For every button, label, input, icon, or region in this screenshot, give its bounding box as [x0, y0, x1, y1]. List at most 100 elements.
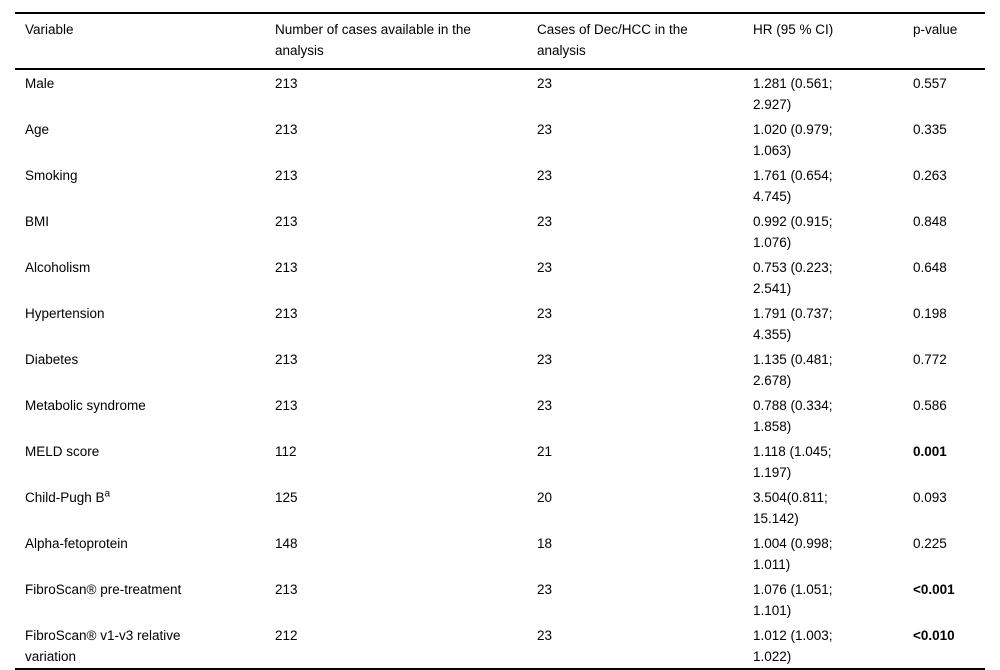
table-row: FibroScan® pre-treatment 213 23 1.076 (1…: [15, 576, 985, 622]
variable-label: Age: [25, 122, 50, 137]
header-row: Variable Number of cases available in th…: [15, 13, 985, 70]
p-value: 0.335: [913, 122, 947, 137]
hr-cell: 1.004 (0.998; 1.011): [743, 530, 903, 576]
n-cases-value: 213: [275, 168, 298, 183]
hr-ci-value: 1.135 (0.481; 2.678): [753, 352, 833, 388]
column-header-hr-ci: HR (95 % CI): [743, 13, 903, 70]
dec-hcc-cell: 23: [527, 300, 743, 346]
hr-ci-value: 1.791 (0.737; 4.355): [753, 306, 833, 342]
n-cases-value: 213: [275, 352, 298, 367]
hr-cell: 0.788 (0.334; 1.858): [743, 392, 903, 438]
n-cases-value: 212: [275, 628, 298, 643]
n-cases-cell: 213: [265, 116, 527, 162]
variable-label: Metabolic syndrome: [25, 398, 146, 413]
hr-ci-value: 1.004 (0.998; 1.011): [753, 536, 833, 572]
dec-hcc-value: 18: [537, 536, 553, 551]
variable-cell: FibroScan® pre-treatment: [15, 576, 265, 622]
p-value: 0.557: [913, 76, 947, 91]
dec-hcc-cell: 23: [527, 116, 743, 162]
p-value: 0.225: [913, 536, 947, 551]
variable-label: FibroScan® pre-treatment: [25, 582, 182, 597]
hr-cell: 1.135 (0.481; 2.678): [743, 346, 903, 392]
variable-label: BMI: [25, 214, 50, 229]
n-cases-value: 213: [275, 76, 298, 91]
variable-cell: Smoking: [15, 162, 265, 208]
column-header-p-value: p-value: [903, 13, 985, 70]
column-header-dec-hcc: Cases of Dec/HCC in the analysis: [527, 13, 743, 70]
p-value: 0.586: [913, 398, 947, 413]
n-cases-value: 213: [275, 398, 298, 413]
p-value-cell: 0.198: [903, 300, 985, 346]
p-value-cell: <0.010: [903, 622, 985, 669]
dec-hcc-value: 23: [537, 122, 553, 137]
dec-hcc-value: 21: [537, 444, 553, 459]
dec-hcc-value: 23: [537, 214, 553, 229]
univariate-analysis-table: Variable Number of cases available in th…: [15, 12, 985, 670]
hr-cell: 3.504(0.811; 15.142): [743, 484, 903, 530]
n-cases-value: 112: [275, 444, 297, 459]
hr-cell: 1.791 (0.737; 4.355): [743, 300, 903, 346]
table-row: MELD score 112 21 1.118 (1.045; 1.197) 0…: [15, 438, 985, 484]
table-row: Alcoholism 213 23 0.753 (0.223; 2.541) 0…: [15, 254, 985, 300]
variable-label: Alpha-fetoprotein: [25, 536, 128, 551]
p-value: 0.848: [913, 214, 947, 229]
p-value: 0.093: [913, 490, 947, 505]
table-row: Metabolic syndrome 213 23 0.788 (0.334; …: [15, 392, 985, 438]
table-row: Child-Pugh Ba 125 20 3.504(0.811; 15.142…: [15, 484, 985, 530]
n-cases-value: 213: [275, 214, 298, 229]
n-cases-cell: 213: [265, 162, 527, 208]
table-row: Male 213 23 1.281 (0.561; 2.927) 0.557: [15, 69, 985, 116]
dec-hcc-cell: 23: [527, 622, 743, 669]
table-row: FibroScan® v1-v3 relative variation 212 …: [15, 622, 985, 669]
variable-label: Male: [25, 76, 55, 91]
hr-cell: 1.020 (0.979; 1.063): [743, 116, 903, 162]
variable-label: Alcoholism: [25, 260, 91, 275]
dec-hcc-value: 23: [537, 168, 553, 183]
table-row: Hypertension 213 23 1.791 (0.737; 4.355)…: [15, 300, 985, 346]
table-row: Alpha-fetoprotein 148 18 1.004 (0.998; 1…: [15, 530, 985, 576]
hr-cell: 1.761 (0.654; 4.745): [743, 162, 903, 208]
dec-hcc-cell: 23: [527, 576, 743, 622]
hr-ci-value: 1.761 (0.654; 4.745): [753, 168, 833, 204]
n-cases-value: 213: [275, 582, 298, 597]
n-cases-cell: 125: [265, 484, 527, 530]
n-cases-cell: 213: [265, 576, 527, 622]
n-cases-value: 213: [275, 122, 298, 137]
column-header-label: p-value: [913, 22, 958, 37]
column-header-label: Number of cases available in the analysi…: [275, 22, 471, 58]
variable-label: Diabetes: [25, 352, 79, 367]
hr-cell: 1.076 (1.051; 1.101): [743, 576, 903, 622]
dec-hcc-cell: 18: [527, 530, 743, 576]
variable-cell: Age: [15, 116, 265, 162]
p-value-cell: 0.093: [903, 484, 985, 530]
p-value-cell: 0.001: [903, 438, 985, 484]
dec-hcc-value: 23: [537, 76, 553, 91]
n-cases-value: 148: [275, 536, 298, 551]
n-cases-cell: 212: [265, 622, 527, 669]
table-body: Male 213 23 1.281 (0.561; 2.927) 0.557 A…: [15, 69, 985, 669]
column-header-label: Variable: [25, 22, 74, 37]
dec-hcc-cell: 23: [527, 69, 743, 116]
dec-hcc-cell: 23: [527, 392, 743, 438]
variable-cell: Male: [15, 69, 265, 116]
p-value-cell: 0.557: [903, 69, 985, 116]
variable-label: Smoking: [25, 168, 78, 183]
column-header-n-cases: Number of cases available in the analysi…: [265, 13, 527, 70]
p-value-cell: 0.848: [903, 208, 985, 254]
n-cases-cell: 213: [265, 208, 527, 254]
n-cases-cell: 213: [265, 254, 527, 300]
dec-hcc-cell: 23: [527, 254, 743, 300]
hr-ci-value: 1.012 (1.003; 1.022): [753, 628, 833, 664]
hr-cell: 1.012 (1.003; 1.022): [743, 622, 903, 669]
dec-hcc-cell: 23: [527, 346, 743, 392]
n-cases-cell: 112: [265, 438, 527, 484]
p-value-cell: 0.648: [903, 254, 985, 300]
dec-hcc-value: 23: [537, 260, 553, 275]
hr-ci-value: 0.753 (0.223; 2.541): [753, 260, 833, 296]
p-value-cell: 0.225: [903, 530, 985, 576]
variable-cell: BMI: [15, 208, 265, 254]
variable-label: MELD score: [25, 444, 100, 459]
table-row: Diabetes 213 23 1.135 (0.481; 2.678) 0.7…: [15, 346, 985, 392]
hr-ci-value: 3.504(0.811; 15.142): [753, 490, 828, 526]
column-header-variable: Variable: [15, 13, 265, 70]
